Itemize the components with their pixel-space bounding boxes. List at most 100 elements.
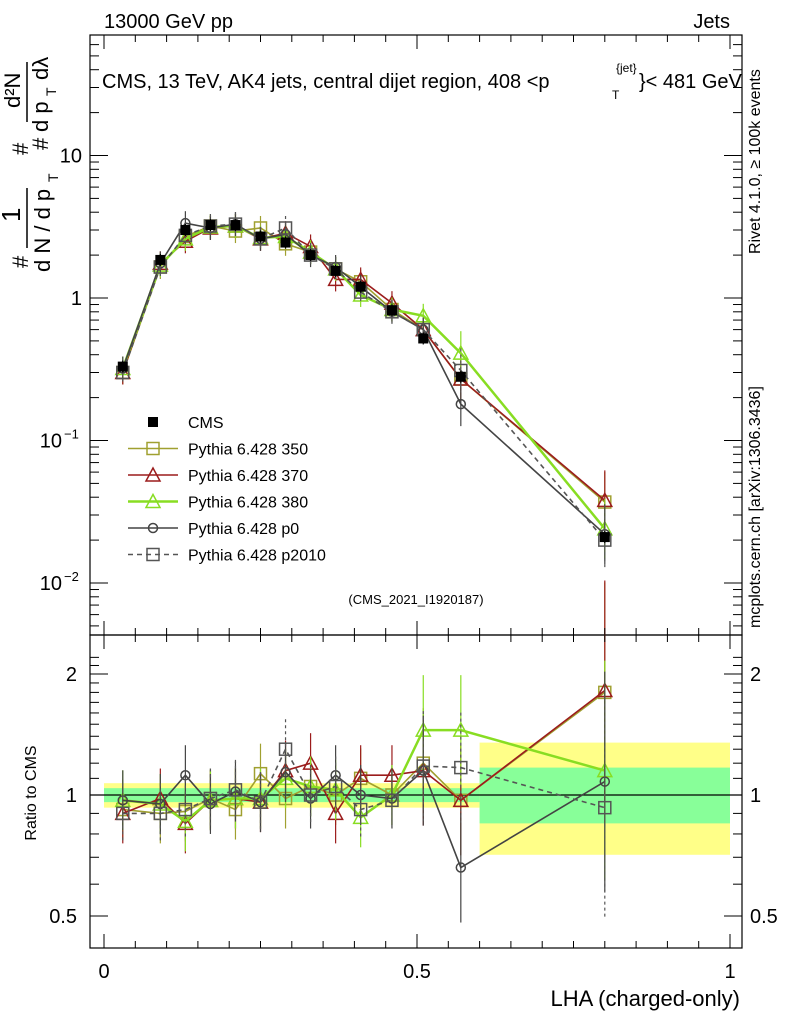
ratio-point: [278, 742, 293, 756]
plot-title-superscript: {jet}: [616, 61, 637, 75]
cms-data-point: [305, 250, 316, 261]
x-tick-label: 0: [98, 961, 109, 983]
top-y-tick-exponent: −1: [64, 427, 79, 442]
legend-entry: Pythia 6.428 380: [128, 492, 308, 512]
legend-label: Pythia 6.428 370: [188, 468, 308, 485]
data-point: [452, 344, 470, 360]
ratio-point: [153, 806, 168, 821]
legend-marker: [147, 522, 159, 534]
series-line: [122, 223, 606, 541]
bottom-y-tick-label-right: 1: [750, 785, 761, 807]
ratio-point: [353, 802, 368, 817]
ratio-point: [203, 791, 218, 806]
legend-entry: CMS: [148, 415, 224, 432]
ratio-axis-label: Ratio to CMS: [23, 745, 40, 840]
ratio-point: [177, 812, 194, 829]
ratio-point: [598, 800, 612, 815]
ratio-point: [385, 793, 399, 808]
rivet-version-label: Rivet 4.1.0, ≥ 100k events: [747, 69, 764, 254]
ratio-point: [454, 760, 468, 775]
ratio-point: [178, 802, 193, 817]
top-y-tick-label: 10: [40, 431, 62, 453]
bottom-y-tick-label-right: 0.5: [750, 906, 778, 928]
cms-data-point: [386, 305, 397, 316]
data-point: [327, 270, 344, 287]
cms-data-point: [280, 237, 291, 248]
cms-data-point: [330, 265, 341, 276]
cms-data-point: [205, 220, 216, 231]
ratio-line: [122, 728, 606, 823]
cms-data-series: [117, 219, 610, 544]
top-y-tick-exponent: −2: [64, 569, 79, 584]
ratio-point: [228, 783, 243, 797]
legend-label: Pythia 6.428 380: [188, 495, 308, 512]
top-ylabel-dlambda: dλ: [28, 57, 53, 80]
header-process-label: Jets: [693, 11, 730, 33]
ratio-point: [328, 779, 343, 794]
plot-title: CMS, 13 TeV, AK4 jets, central dijet reg…: [102, 61, 743, 102]
x-axis-label: LHA (charged-only): [550, 986, 740, 1011]
top-ylabel-sub-t: T: [45, 173, 61, 182]
top-ylabel-sub-t2: T: [43, 87, 59, 96]
x-tick-label: 1: [724, 961, 735, 983]
legend-label: Pythia 6.428 p0: [188, 521, 299, 538]
data-point: [177, 230, 194, 246]
cms-data-point: [117, 361, 128, 372]
ratio-point: [452, 791, 470, 808]
ratio-point: [116, 806, 130, 821]
ratio-point: [253, 795, 268, 809]
analysis-watermark: (CMS_2021_I1920187): [348, 592, 483, 607]
cms-data-point: [418, 333, 429, 344]
cms-data-point: [255, 231, 266, 242]
series-line: [122, 225, 606, 503]
top-y-tick-label: 10: [40, 573, 62, 595]
ratio-point: [452, 721, 470, 737]
data-point: [455, 398, 467, 410]
top-ylabel-dn-dpt: d N / d p: [30, 189, 55, 272]
ratio-point: [303, 788, 318, 802]
top-ylabel-hash-1: #: [8, 255, 33, 268]
legend-entry: Pythia 6.428 p0: [128, 521, 299, 538]
plot-title-subscript: T: [612, 88, 620, 102]
bottom-y-tick-label: 1: [66, 785, 77, 807]
top-ylabel-one: 1: [0, 208, 26, 222]
top-ylabel-hash-3: #: [28, 137, 53, 150]
ratio-point: [416, 759, 431, 773]
cms-data-point: [155, 254, 166, 265]
bottom-y-tick-label: 2: [66, 664, 77, 686]
legend: CMS Pythia 6.428 350 Pythia 6.428 370 Pythi…: [128, 415, 326, 565]
ratio-panel: [89, 580, 743, 949]
plot-title-main: CMS, 13 TeV, AK4 jets, central dijet reg…: [102, 71, 550, 93]
top-ylabel-hash-2: #: [8, 142, 33, 155]
legend-marker: [146, 547, 160, 562]
ratio-line: [122, 769, 606, 869]
legend-marker: [146, 441, 160, 456]
cms-data-point: [180, 225, 191, 236]
top-ylabel-dp: d p: [28, 101, 53, 132]
plot-title-end: }< 481 GeV: [639, 71, 743, 93]
series-4-top: [116, 212, 612, 571]
legend-marker: [144, 492, 162, 509]
legend-label: Pythia 6.428 p2010: [188, 548, 326, 565]
cms-data-point: [455, 371, 466, 382]
header-energy-label: 13000 GeV pp: [104, 11, 233, 33]
cms-data-point: [599, 532, 610, 543]
main-distribution-panel: [89, 34, 743, 636]
top-y-tick-label: 1: [71, 288, 82, 310]
legend-marker: [144, 466, 162, 482]
bottom-y-tick-label: 0.5: [49, 906, 77, 928]
legend-entry: Pythia 6.428 350: [128, 442, 308, 459]
legend-label: Pythia 6.428 350: [188, 442, 308, 459]
top-y-axis-title: # 1 d N / d p T # d²N # d p T dλ: [0, 57, 61, 272]
x-tick-label: 0.5: [403, 961, 431, 983]
cms-data-point: [355, 281, 366, 292]
top-y-tick-label: 10: [60, 146, 82, 168]
legend-marker: [148, 417, 158, 427]
series-4-ratio: [116, 697, 612, 918]
series-line: [122, 222, 606, 535]
top-ylabel-d2n: d²N: [0, 73, 25, 108]
mcplots-reference-label: mcplots.cern.ch [arXiv:1306.3436]: [747, 386, 764, 628]
legend-entry: Pythia 6.428 370: [128, 466, 308, 485]
bottom-y-tick-label-right: 2: [750, 664, 761, 686]
